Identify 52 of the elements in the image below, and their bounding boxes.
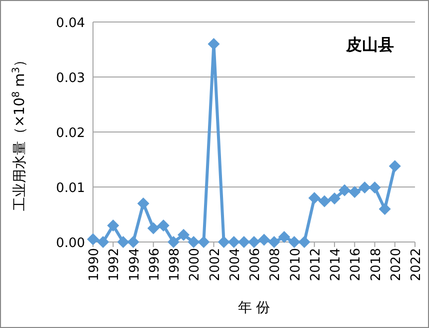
- point: [388, 160, 401, 172]
- point: [298, 236, 310, 248]
- point: [178, 228, 190, 241]
- point: [198, 236, 210, 248]
- x-tick-label: 2006: [248, 248, 263, 282]
- x-tick-label: 2016: [348, 248, 364, 282]
- x-tick-label: 1990: [87, 248, 102, 282]
- point: [248, 236, 260, 248]
- x-tick-label: 2012: [308, 248, 324, 282]
- y-tick-label: 0.02: [56, 126, 85, 141]
- y-tick-label: 0.01: [56, 181, 85, 196]
- point: [328, 192, 340, 205]
- point: [127, 236, 140, 248]
- point: [157, 220, 170, 232]
- x-tick-label: 2008: [268, 248, 284, 282]
- point: [87, 233, 99, 246]
- y-tick-label: 0.03: [56, 71, 85, 86]
- x-tick-label: 2022: [409, 248, 424, 282]
- x-tick-label: 1996: [147, 248, 162, 282]
- x-axis-title: 年 份: [238, 300, 270, 316]
- x-tick-label: 2020: [388, 248, 404, 282]
- point: [218, 236, 230, 248]
- x-tick-label: 2014: [328, 248, 344, 282]
- point: [358, 182, 371, 194]
- point: [378, 203, 391, 215]
- point: [137, 198, 150, 210]
- point: [288, 236, 300, 248]
- point: [348, 186, 361, 198]
- x-tick-label: 2000: [188, 248, 203, 282]
- x-tick-label: 1992: [107, 248, 122, 282]
- y-tick-label: 0.00: [56, 236, 85, 251]
- point: [208, 38, 220, 50]
- x-tick-label: 1994: [127, 248, 142, 282]
- point: [278, 231, 290, 244]
- x-tick-label: 2002: [208, 248, 223, 282]
- point: [268, 236, 280, 248]
- point: [168, 236, 180, 248]
- y-tick-label: 0.04: [56, 16, 85, 31]
- x-tick-label: 2010: [288, 248, 304, 282]
- point: [117, 236, 130, 248]
- point: [318, 195, 330, 208]
- point: [368, 182, 381, 194]
- point: [338, 184, 351, 196]
- point: [258, 234, 270, 246]
- point: [308, 192, 320, 204]
- x-tick-label: 2004: [228, 248, 243, 282]
- x-tick-label: 2018: [368, 248, 384, 282]
- point: [107, 220, 120, 232]
- point: [147, 222, 160, 234]
- x-tick-label: 1998: [168, 248, 182, 282]
- point: [97, 236, 110, 248]
- text: 皮山县: [345, 35, 394, 54]
